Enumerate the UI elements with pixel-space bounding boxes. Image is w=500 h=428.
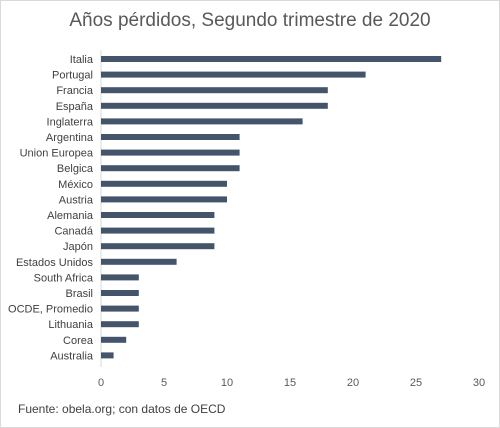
bar xyxy=(101,180,227,187)
category-label: Lithuania xyxy=(48,319,94,331)
category-label: Japón xyxy=(63,241,93,253)
bar xyxy=(101,243,215,250)
category-label: Inglaterra xyxy=(47,116,94,128)
category-label: Alemania xyxy=(47,210,94,222)
x-tick-label: 15 xyxy=(284,377,296,389)
bar xyxy=(101,71,366,78)
category-label: Canadá xyxy=(54,226,93,238)
bar xyxy=(101,134,240,140)
bar xyxy=(101,212,215,218)
bar xyxy=(101,290,139,296)
x-tick-label: 10 xyxy=(221,377,233,389)
chart-title: Años pérdidos, Segundo trimestre de 2020 xyxy=(69,10,431,31)
bar xyxy=(101,227,215,234)
x-tick-label: 5 xyxy=(161,377,167,389)
bar xyxy=(101,321,139,328)
category-label: OCDE, Promedio xyxy=(8,304,93,316)
bar xyxy=(101,352,114,359)
x-tick-label: 30 xyxy=(473,377,485,389)
bar xyxy=(101,56,442,62)
bar xyxy=(101,87,328,94)
category-label: Corea xyxy=(63,335,94,347)
bar xyxy=(101,118,303,125)
bar xyxy=(101,196,227,203)
category-label: Austria xyxy=(59,194,94,206)
category-label: South Africa xyxy=(34,272,94,284)
bar xyxy=(101,102,328,109)
category-label: España xyxy=(56,101,94,113)
category-label: Portugal xyxy=(52,70,93,82)
category-label: México xyxy=(58,179,93,191)
bar xyxy=(101,165,240,172)
category-label: Belgica xyxy=(57,163,94,175)
bar xyxy=(101,336,127,343)
category-label: Union Europea xyxy=(20,148,94,160)
bar xyxy=(101,149,240,156)
bar xyxy=(101,305,139,312)
x-tick-label: 0 xyxy=(98,377,104,389)
bar xyxy=(101,258,177,265)
category-label: Argentina xyxy=(46,132,94,144)
category-label: Estados Unidos xyxy=(16,257,94,269)
bar xyxy=(101,274,139,281)
category-label: Australia xyxy=(50,350,94,362)
x-tick-label: 20 xyxy=(347,377,359,389)
category-label: Brasil xyxy=(65,288,93,300)
category-label: Italia xyxy=(70,54,94,66)
source-note: Fuente: obela.org; con datos de OECD xyxy=(18,402,226,416)
x-tick-label: 25 xyxy=(410,377,422,389)
category-label: Francia xyxy=(56,85,94,97)
